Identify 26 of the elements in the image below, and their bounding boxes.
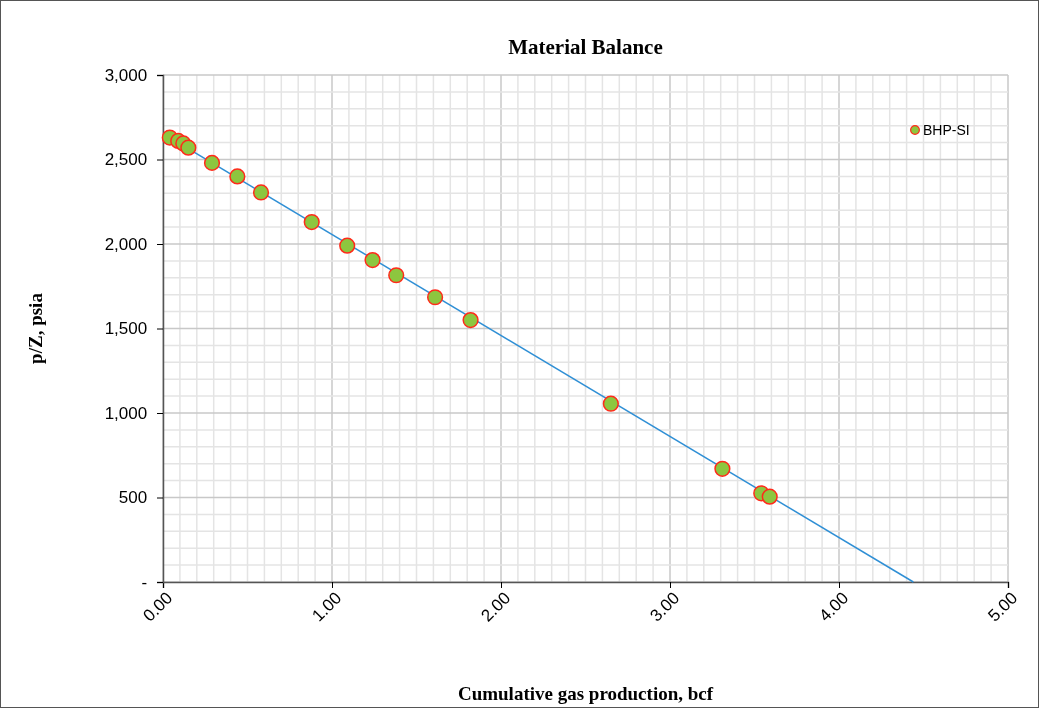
point (462, 311, 479, 329)
chart-title: Material Balance (508, 35, 663, 59)
x-axis-title: Cumulative gas production, bcf (457, 683, 714, 704)
point (339, 237, 356, 254)
point (229, 168, 246, 185)
y-tick-label: 3,000 (104, 65, 148, 85)
point (303, 213, 320, 231)
legend-label: BHP-SI (923, 122, 970, 138)
point (364, 251, 381, 269)
point (388, 267, 405, 284)
point (426, 289, 444, 306)
y-tick-label: 500 (118, 488, 148, 508)
point (602, 395, 619, 412)
y-axis-title: p/Z, psia (25, 292, 46, 364)
point (180, 139, 197, 156)
y-tick-label: 2,500 (104, 150, 148, 170)
point (761, 488, 778, 505)
point (252, 184, 270, 201)
y-tick-label: 1,000 (104, 403, 148, 423)
x-tick-label: 5.00 (984, 588, 1022, 626)
y-tick-label: 2,000 (104, 234, 148, 254)
point (203, 154, 221, 171)
point (714, 460, 731, 477)
x-tick-label: 4.00 (815, 588, 853, 626)
x-tick-label: 3.00 (646, 588, 684, 626)
y-tick-label: 1,500 (104, 319, 148, 339)
